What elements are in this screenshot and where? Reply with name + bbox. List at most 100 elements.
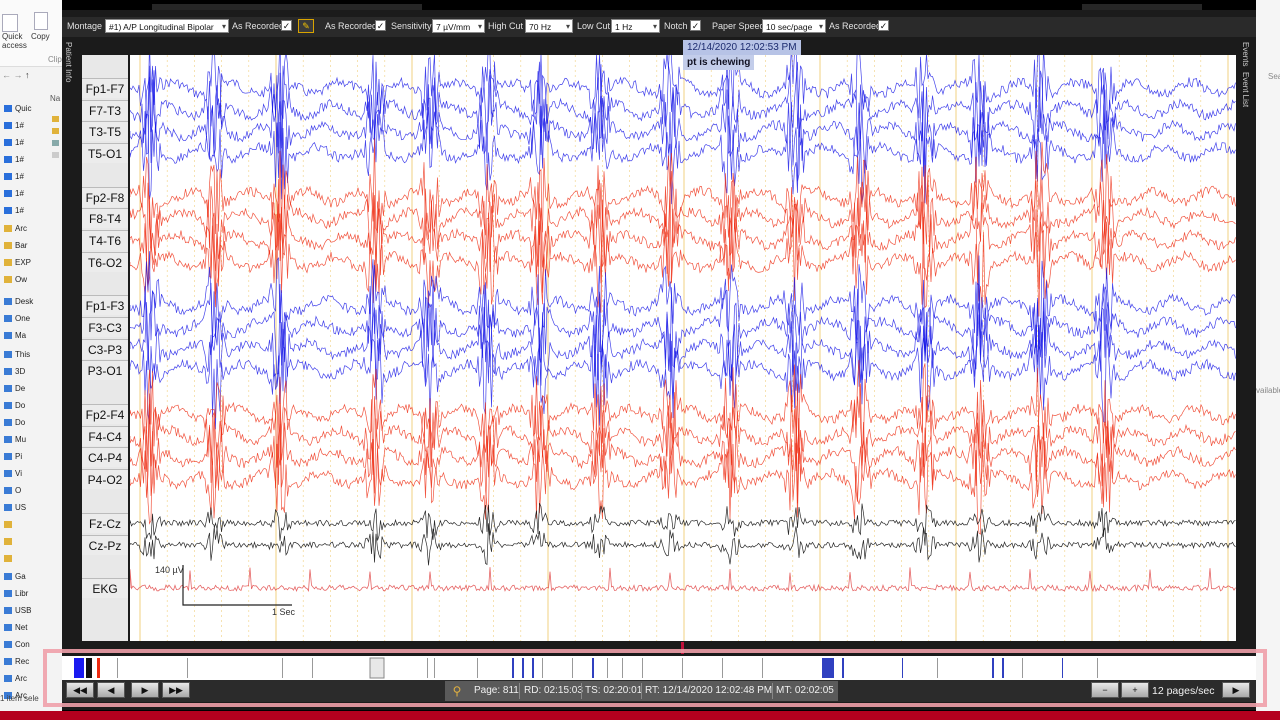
last-page-button[interactable]: ▶▶ [162, 682, 190, 698]
tree-item[interactable]: Vi [0, 469, 60, 486]
increase-speed-button[interactable]: + [1121, 682, 1149, 698]
next-page-button[interactable]: ▶ [131, 682, 159, 698]
edit-montage-button[interactable]: ✎ [298, 19, 314, 33]
sensitivity-select[interactable]: 7 µV/mm [432, 19, 485, 33]
forward-arrow-icon[interactable]: → [13, 70, 23, 80]
tree-item[interactable]: Do [0, 418, 60, 435]
back-arrow-icon[interactable]: ← [2, 70, 11, 80]
tree-item[interactable]: 1# [0, 189, 60, 206]
channel-label-c3-p3[interactable]: C3-P3 [82, 339, 128, 359]
event-annotation[interactable]: pt is chewing [683, 55, 755, 70]
tree-item[interactable] [0, 520, 60, 537]
channel-label-fp2-f4[interactable]: Fp2-F4 [82, 404, 128, 424]
first-page-button[interactable]: ◀◀ [66, 682, 94, 698]
tree-item-label: Mu [15, 435, 27, 444]
tree-item[interactable]: 1# [0, 138, 60, 155]
tree-item[interactable]: One [0, 314, 60, 331]
up-arrow-icon[interactable]: ↑ [25, 70, 30, 80]
low-cut-label: Low Cut [577, 21, 611, 31]
paper-speed-select[interactable]: 10 sec/page [762, 19, 826, 33]
channel-label-f8-t4[interactable]: F8-T4 [82, 208, 128, 228]
tree-item[interactable] [0, 537, 60, 554]
as-recorded-checkbox-1[interactable]: ✓ [281, 20, 292, 31]
channel-label-fp1-f3[interactable]: Fp1-F3 [82, 295, 128, 315]
tree-item[interactable]: EXP [0, 258, 60, 275]
high-cut-label: High Cut [488, 21, 524, 31]
tree-item[interactable]: O [0, 486, 60, 503]
tree-item[interactable]: Con [0, 640, 60, 657]
tree-item[interactable]: 3D [0, 367, 60, 384]
bottom-red-bar [0, 711, 1280, 720]
tree-item[interactable]: 1# [0, 121, 60, 138]
tree-item[interactable]: Bar [0, 241, 60, 258]
channel-label-f7-t3[interactable]: F7-T3 [82, 100, 128, 120]
previous-page-button[interactable]: ◀ [97, 682, 125, 698]
channel-label-t5-o1[interactable]: T5-O1 [82, 143, 128, 163]
recording-timeline[interactable] [62, 656, 1256, 680]
channel-label-p4-o2[interactable]: P4-O2 [82, 469, 128, 489]
event-timestamp[interactable]: 12/14/2020 12:02:53 PM [683, 40, 801, 55]
as-recorded-checkbox-2[interactable]: ✓ [375, 20, 386, 31]
quick-access-button[interactable]: Quick access [2, 32, 27, 50]
tree-item-label: Libr [15, 589, 29, 598]
tree-item[interactable]: 1# [0, 155, 60, 172]
tree-item-label: Arc [15, 691, 27, 700]
tree-item[interactable]: Rec [0, 657, 60, 674]
tree-item[interactable]: De [0, 384, 60, 401]
notch-checkbox[interactable]: ✓ [690, 20, 701, 31]
link-icon[interactable]: ⚲ [452, 684, 462, 698]
channel-label-cz-pz[interactable]: Cz-Pz [82, 535, 128, 555]
tree-item[interactable]: Ga [0, 572, 60, 589]
trace-f7-t3 [130, 61, 1236, 174]
events-tab[interactable]: Events [1241, 42, 1250, 67]
channel-label-f3-c3[interactable]: F3-C3 [82, 317, 128, 337]
tree-item[interactable]: Quic [0, 104, 60, 121]
channel-label-t6-o2[interactable]: T6-O2 [82, 252, 128, 272]
channel-label-p3-o1[interactable]: P3-O1 [82, 360, 128, 380]
tree-item[interactable]: US [0, 503, 60, 520]
trace-fp2-f8 [130, 138, 1236, 256]
eeg-trace-area[interactable] [130, 55, 1236, 641]
high-cut-select[interactable]: 70 Hz [525, 19, 573, 33]
tree-item[interactable]: Pi [0, 452, 60, 469]
tree-item[interactable]: Arc [0, 691, 60, 708]
column-header-name[interactable]: Na [50, 94, 61, 103]
channel-label-fz-cz[interactable]: Fz-Cz [82, 513, 128, 533]
event-list-tab[interactable]: Event List [1241, 72, 1250, 108]
tree-item[interactable] [0, 554, 60, 571]
channel-label-ekg[interactable]: EKG [82, 578, 128, 598]
tree-item[interactable]: This [0, 350, 60, 367]
plus-icon: + [1132, 685, 1138, 695]
tree-item[interactable]: Do [0, 401, 60, 418]
play-button[interactable]: ▶ [1222, 682, 1250, 698]
channel-label-c4-p4[interactable]: C4-P4 [82, 447, 128, 467]
tree-item[interactable]: Mu [0, 435, 60, 452]
tree-item[interactable]: Ma [0, 331, 60, 348]
tree-item[interactable]: Arc [0, 224, 60, 241]
copy-button[interactable]: Copy [31, 32, 50, 41]
as-recorded-label-2: As Recorded [325, 21, 378, 31]
channel-label-fp1-f7[interactable]: Fp1-F7 [82, 78, 128, 98]
as-recorded-checkbox-3[interactable]: ✓ [878, 20, 889, 31]
search-box-fragment[interactable]: Sea [1268, 72, 1280, 81]
patient-info-tab[interactable]: Patient Info [64, 42, 73, 83]
tree-item[interactable]: Libr [0, 589, 60, 606]
decrease-speed-button[interactable]: − [1091, 682, 1119, 698]
tree-item[interactable]: USB [0, 606, 60, 623]
folder-icon [4, 538, 12, 546]
channel-label-f4-c4[interactable]: F4-C4 [82, 426, 128, 446]
channel-label-fp2-f8[interactable]: Fp2-F8 [82, 187, 128, 207]
tree-item[interactable]: Ow [0, 275, 60, 292]
copy-icon[interactable] [34, 12, 48, 30]
tree-item[interactable]: 1# [0, 206, 60, 223]
tree-item[interactable]: 1# [0, 172, 60, 189]
background-window-right: Sea vailable [1256, 0, 1280, 720]
tree-item[interactable]: Desk [0, 297, 60, 314]
channel-label-t4-t6[interactable]: T4-T6 [82, 230, 128, 250]
tree-item[interactable]: Arc [0, 674, 60, 691]
low-cut-select[interactable]: 1 Hz [611, 19, 660, 33]
channel-label-t3-t5[interactable]: T3-T5 [82, 121, 128, 141]
pin-icon[interactable] [2, 14, 18, 32]
montage-select[interactable]: #1) A/P Longitudinal Bipolar [105, 19, 229, 33]
tree-item[interactable]: Net [0, 623, 60, 640]
